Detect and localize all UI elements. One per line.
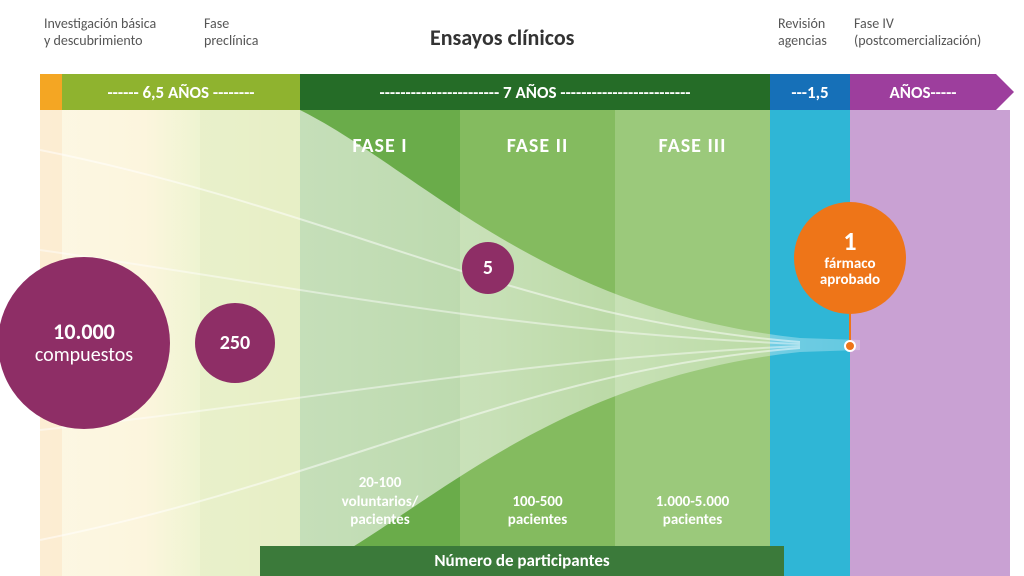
columns: FASE I 20-100voluntarios/pacientes FASE … <box>40 110 1010 576</box>
bottom-band: Número de participantes <box>260 546 784 576</box>
timeline-seg-1-5: ---1,5 <box>770 74 850 110</box>
phase2-label: FASE II <box>460 134 615 158</box>
approved-dot <box>844 340 856 352</box>
header-discovery: Investigación básicay descubrimiento <box>44 16 194 50</box>
bubble-clinical: 5 <box>462 242 514 294</box>
timeline-seg-orange <box>40 74 62 110</box>
bubble-preclin: 250 <box>195 303 275 383</box>
infographic-root: Investigación básicay descubrimiento Fas… <box>0 0 1024 576</box>
approved-badge: 1 fármacoaprobado <box>794 202 906 314</box>
timeline-arrow-tip <box>996 74 1014 110</box>
bubble-compounds: 10.000 compuestos <box>0 257 170 429</box>
col-phase4 <box>850 110 1010 576</box>
header-row: Investigación básicay descubrimiento Fas… <box>0 16 1024 66</box>
phase3-label: FASE III <box>615 134 770 158</box>
header-title: Ensayos clínicos <box>430 24 574 51</box>
approved-label: fármacoaprobado <box>820 256 880 289</box>
timeline-seg-6-5: ------ 6,5 AÑOS -------- <box>62 74 300 110</box>
bubble-compounds-value: 10.000 <box>35 319 133 344</box>
col-agency <box>770 110 850 576</box>
timeline-seg-7: ----------------------- 7 AÑOS ---------… <box>300 74 770 110</box>
col-phase3: FASE III 1.000-5.000pacientes <box>615 110 770 576</box>
col-phase1: FASE I 20-100voluntarios/pacientes <box>300 110 460 576</box>
phase1-participants: 20-100voluntarios/pacientes <box>300 474 460 530</box>
header-agency: Revisiónagencias <box>778 16 848 50</box>
bubble-compounds-label: compuestos <box>35 344 133 367</box>
header-preclinical: Fasepreclínica <box>204 16 294 50</box>
timeline-seg-years: AÑOS----- <box>850 74 996 110</box>
header-phase4: Fase IV(postcomercialización) <box>854 16 1024 50</box>
timeline-bar: ------ 6,5 AÑOS -------- ---------------… <box>40 74 1024 110</box>
phase1-label: FASE I <box>300 134 460 158</box>
col-phase2: FASE II 100-500pacientes <box>460 110 615 576</box>
phase2-participants: 100-500pacientes <box>460 493 615 531</box>
phase3-participants: 1.000-5.000pacientes <box>615 493 770 531</box>
approved-value: 1 <box>843 227 856 256</box>
